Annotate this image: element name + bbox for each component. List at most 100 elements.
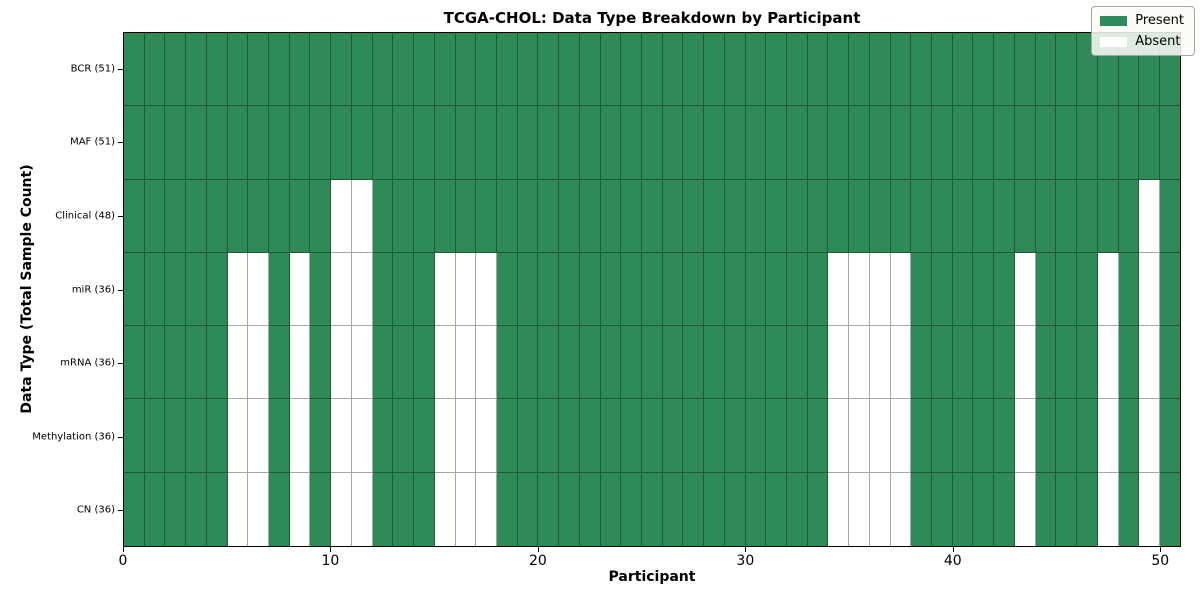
heatmap-cell <box>973 179 995 253</box>
heatmap-cell <box>704 179 725 253</box>
heatmap-cell <box>849 252 870 327</box>
heatmap-cell <box>393 326 415 400</box>
heatmap-cell <box>787 33 808 107</box>
heatmap-cell <box>372 472 394 546</box>
heatmap-cell <box>724 33 746 107</box>
heatmap-cell <box>1056 399 1078 473</box>
heatmap-cell <box>496 33 518 107</box>
heatmap-cell <box>227 399 249 473</box>
heatmap-cell <box>517 252 539 327</box>
heatmap-cell <box>289 252 311 327</box>
heatmap-cell <box>538 106 560 180</box>
heatmap-cell <box>476 326 497 400</box>
heatmap-cell <box>331 472 352 546</box>
heatmap-cell <box>1056 33 1078 107</box>
heatmap-cell <box>1159 179 1180 253</box>
heatmap-cell <box>227 326 249 400</box>
heatmap-cell <box>248 399 270 473</box>
heatmap-cell <box>1159 472 1180 546</box>
heatmap-cell <box>911 179 933 253</box>
heatmap-cell <box>289 106 311 180</box>
heatmap-row <box>124 179 1180 253</box>
heatmap-cell <box>124 399 145 473</box>
heatmap-cell <box>165 106 187 180</box>
x-tick-mark <box>537 547 539 552</box>
y-tick-mark <box>118 142 123 144</box>
heatmap-cell <box>165 252 187 327</box>
heatmap-cell <box>952 399 974 473</box>
heatmap-cell <box>124 252 145 327</box>
heatmap-cell <box>828 326 850 400</box>
heatmap-cell <box>869 399 891 473</box>
heatmap-cell <box>890 33 912 107</box>
heatmap-cell <box>683 33 705 107</box>
heatmap-cell <box>351 33 373 107</box>
heatmap-cell <box>186 252 207 327</box>
heatmap-cell <box>952 326 974 400</box>
heatmap-cell <box>869 472 891 546</box>
heatmap-cell <box>1077 326 1098 400</box>
heatmap-cell <box>994 399 1015 473</box>
heatmap-cell <box>911 399 933 473</box>
heatmap-cell <box>807 33 829 107</box>
heatmap-cell <box>890 399 912 473</box>
heatmap-cell <box>1139 399 1160 473</box>
heatmap-cell <box>1159 399 1180 473</box>
heatmap-cell <box>434 179 456 253</box>
heatmap-cell <box>144 399 166 473</box>
heatmap-cell <box>828 106 850 180</box>
heatmap-cell <box>662 33 684 107</box>
heatmap-cell <box>1139 252 1160 327</box>
heatmap-cell <box>455 472 477 546</box>
heatmap-row <box>124 106 1180 180</box>
heatmap-cell <box>1139 179 1160 253</box>
heatmap-cell <box>890 252 912 327</box>
heatmap-cell <box>496 472 518 546</box>
heatmap-cell <box>1014 399 1036 473</box>
heatmap-cell <box>517 106 539 180</box>
heatmap-cell <box>124 106 145 180</box>
heatmap-cell <box>1139 106 1160 180</box>
heatmap-cell <box>517 179 539 253</box>
heatmap-cell <box>807 179 829 253</box>
heatmap-cell <box>227 33 249 107</box>
heatmap-cell <box>310 33 332 107</box>
heatmap-cell <box>124 179 145 253</box>
heatmap-cell <box>165 472 187 546</box>
heatmap-cell <box>911 33 933 107</box>
heatmap-row <box>124 472 1180 546</box>
heatmap-cell <box>559 326 580 400</box>
heatmap-cell <box>269 106 290 180</box>
heatmap-cell <box>662 326 684 400</box>
heatmap-cell <box>600 252 622 327</box>
heatmap-cell <box>787 252 808 327</box>
heatmap-cell <box>414 252 435 327</box>
heatmap-cell <box>1056 326 1078 400</box>
legend-label: Absent <box>1135 34 1181 49</box>
heatmap-cell <box>517 326 539 400</box>
heatmap-cell <box>1097 472 1119 546</box>
heatmap-cell <box>600 106 622 180</box>
heatmap-cell <box>1035 179 1057 253</box>
heatmap-cell <box>766 252 787 327</box>
legend-swatch-absent-icon <box>1100 36 1128 47</box>
heatmap-cell <box>186 106 207 180</box>
heatmap-cell <box>1014 179 1036 253</box>
heatmap-cell <box>890 326 912 400</box>
heatmap-cell <box>973 472 995 546</box>
heatmap-cell <box>310 106 332 180</box>
heatmap-cell <box>662 106 684 180</box>
heatmap-cell <box>455 179 477 253</box>
heatmap-cell <box>351 472 373 546</box>
heatmap-row <box>124 326 1180 400</box>
heatmap-cell <box>994 326 1015 400</box>
heatmap-cell <box>849 106 870 180</box>
heatmap-cell <box>165 326 187 400</box>
heatmap-cell <box>766 399 787 473</box>
heatmap-cell <box>766 472 787 546</box>
heatmap-cell <box>1159 106 1180 180</box>
heatmap-cell <box>165 399 187 473</box>
heatmap-cell <box>683 106 705 180</box>
heatmap-cell <box>559 106 580 180</box>
heatmap-cell <box>227 472 249 546</box>
